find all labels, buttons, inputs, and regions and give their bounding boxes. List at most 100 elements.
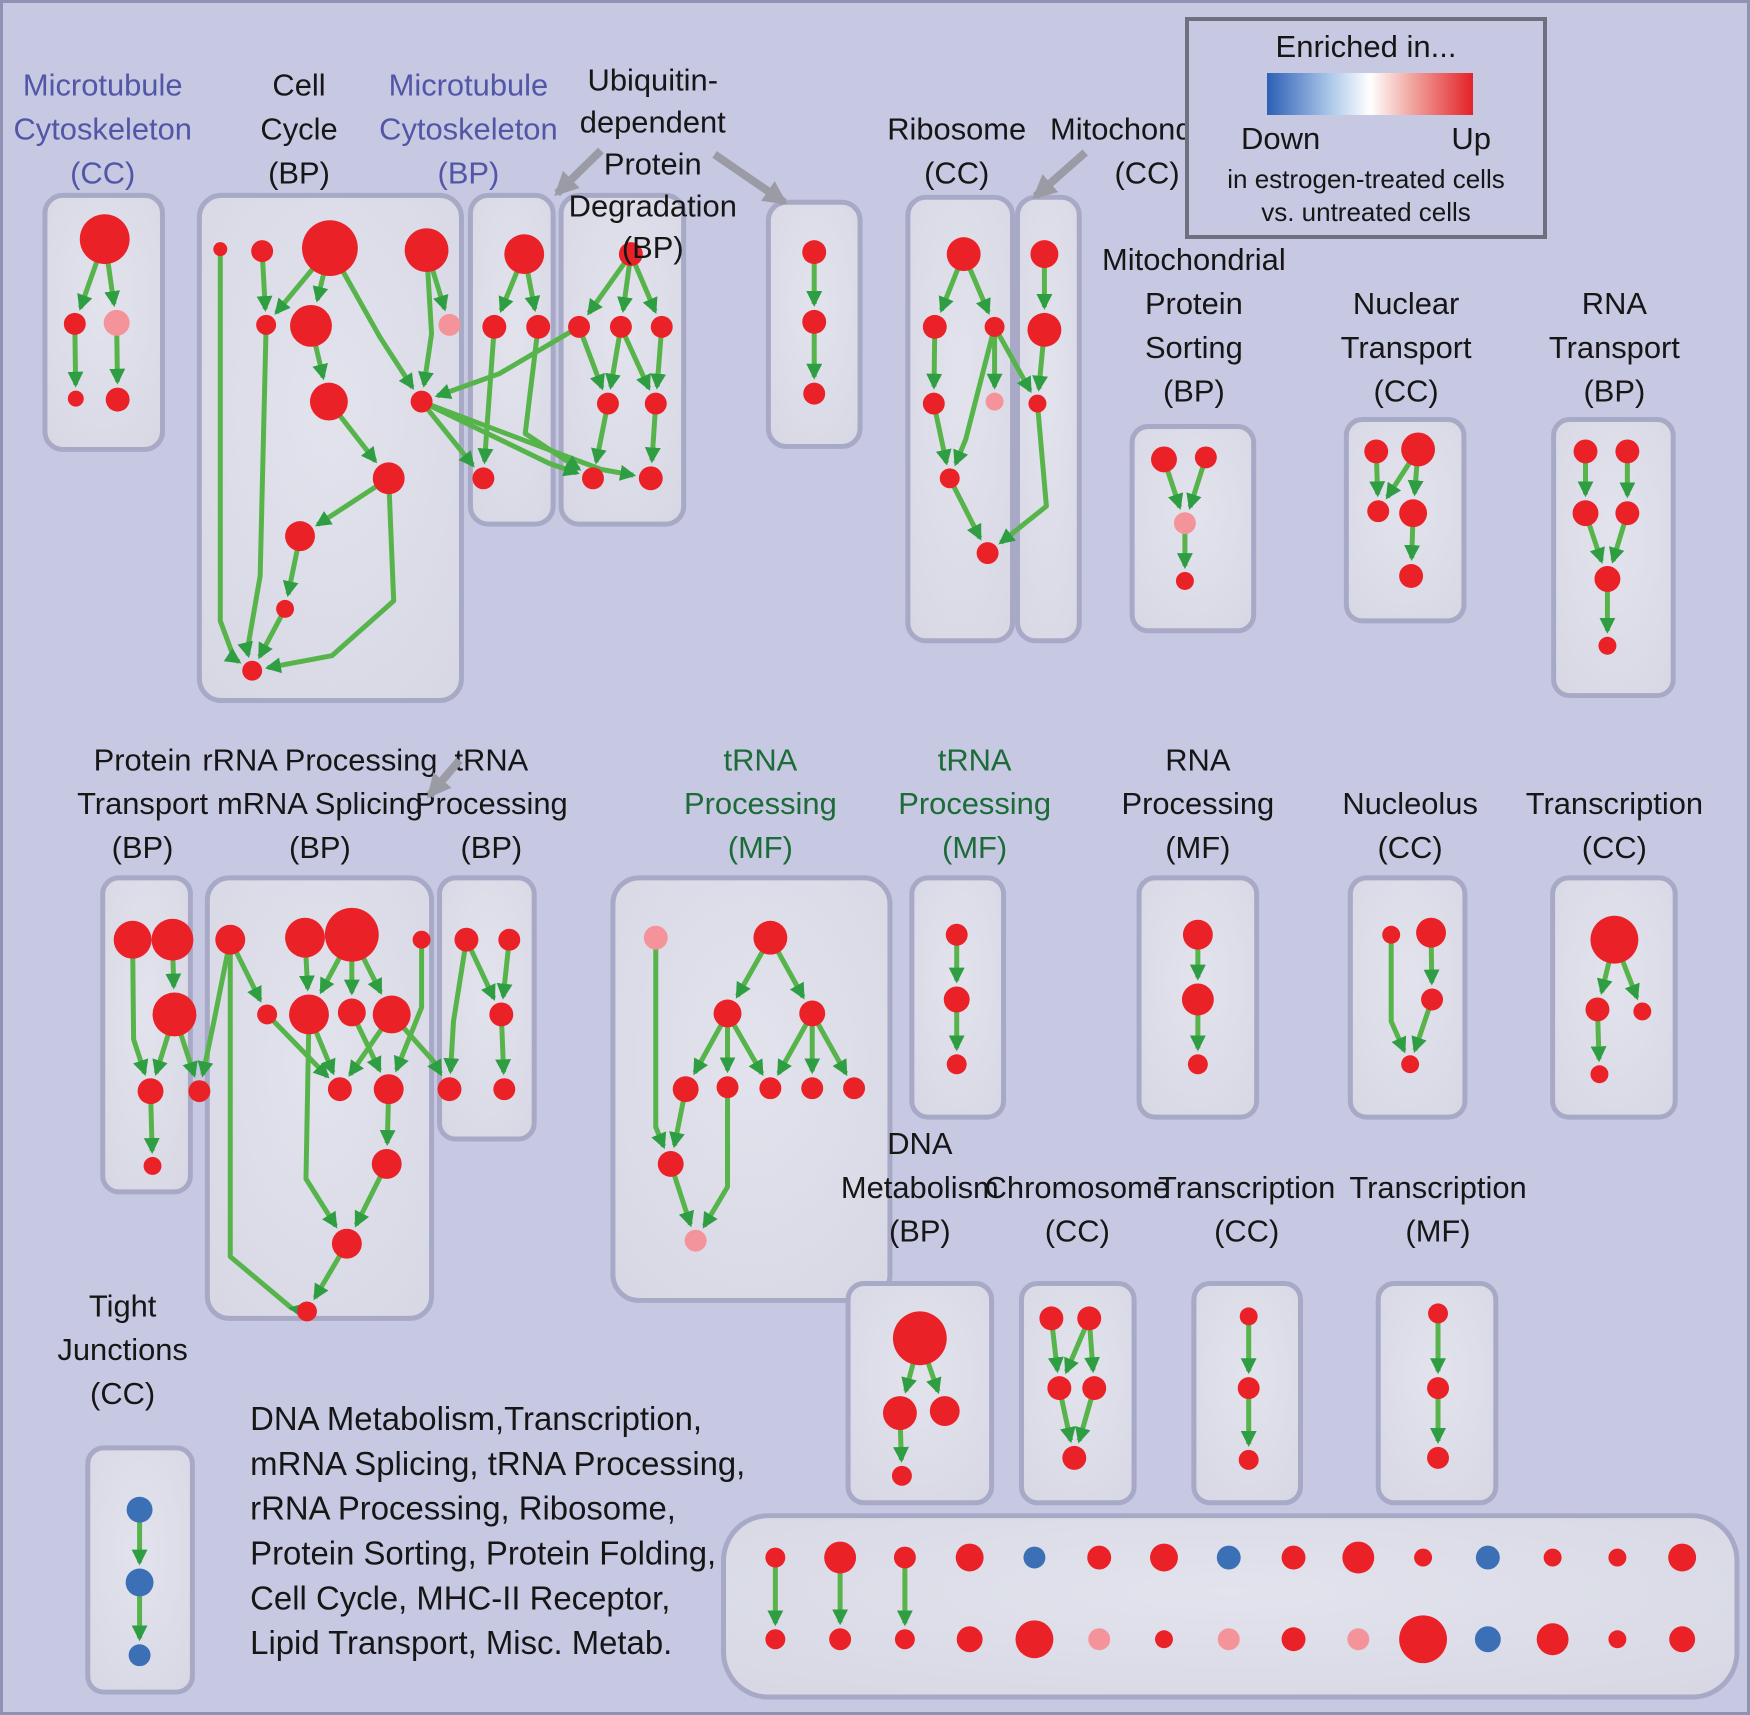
cluster-label-nucleolus: (CC) (1378, 830, 1443, 865)
cluster-label-transcription-cc-1: (CC) (1582, 830, 1647, 865)
edge-D3-D5 (605, 335, 622, 390)
cluster-label-rna-transport: Transport (1549, 330, 1680, 365)
go-term-node-X2 (824, 1541, 857, 1574)
go-term-node-I4 (1399, 499, 1428, 528)
go-term-node-M5 (493, 1078, 516, 1101)
cluster-label-tight-junctions: Junctions (57, 1332, 187, 1367)
edge-K3-K4 (152, 1032, 171, 1076)
go-term-node-Y8 (1217, 1628, 1240, 1651)
go-term-node-N0 (643, 925, 668, 950)
go-term-node-D8 (638, 466, 663, 491)
go-term-node-Y7 (1155, 1630, 1173, 1649)
edge-F2-F4 (926, 336, 943, 390)
edge-H2-H3 (1186, 465, 1206, 510)
cluster-label-mito-sort: Sorting (1145, 330, 1243, 365)
edge-N4-N9 (669, 1099, 686, 1149)
edge-D6-D8 (644, 412, 661, 464)
go-term-node-L10 (373, 1074, 404, 1105)
go-term-node-M2 (498, 928, 521, 951)
edge-L6-L12 (303, 1032, 338, 1229)
cluster-label-chromosome: Chromosome (985, 1170, 1170, 1205)
go-term-node-Q4 (1401, 1055, 1420, 1074)
go-term-node-B3 (302, 220, 358, 277)
edge-M2-M3 (496, 948, 513, 1000)
go-term-node-G2 (1027, 312, 1062, 347)
go-term-node-G1 (1030, 240, 1059, 269)
cluster-label-cell-cycle: Cell (272, 68, 325, 103)
edge-B4-B7 (430, 268, 449, 312)
edge-G2-G3 (1032, 344, 1048, 392)
go-term-node-X10 (1342, 1541, 1375, 1574)
network-diagram: Microtubule Cytoskeleton (CC) Cell Cycle (BP)… (13, 63, 1740, 1700)
go-term-node-D6 (644, 392, 667, 415)
go-term-node-L6 (289, 994, 329, 1035)
cluster-label-protein-transport: (BP) (112, 830, 174, 865)
edge-K4-K5 (143, 1102, 160, 1154)
edge-F6-F7 (951, 484, 983, 541)
go-term-node-S4 (891, 1465, 912, 1486)
go-term-node-A4 (67, 390, 84, 407)
go-term-node-V3 (1427, 1446, 1449, 1469)
go-term-node-I3 (1367, 500, 1390, 523)
go-term-node-W3 (128, 1644, 151, 1667)
cluster-label-ubiquitin: Degradation (569, 188, 737, 223)
go-term-node-N7 (801, 1077, 824, 1100)
cluster-label-ribosome: (CC) (924, 155, 989, 190)
cluster-label-ubiquitin: (BP) (622, 230, 684, 265)
cluster-label-mt-cc: (CC) (70, 155, 135, 190)
cluster-box-nucleolus (1347, 875, 1468, 1120)
go-term-node-K2 (151, 918, 194, 961)
edge-S2-S4 (893, 1427, 909, 1463)
cluster-label-transcription-mf: (MF) (1405, 1214, 1470, 1249)
go-term-node-Y12 (1474, 1626, 1501, 1653)
go-term-node-U2 (1237, 1377, 1260, 1400)
edge-L5-L9 (270, 1018, 330, 1079)
go-term-node-Y9 (1281, 1627, 1306, 1652)
edge-L6-L9 (313, 1030, 336, 1076)
edge-B11-B12 (282, 548, 300, 598)
go-term-node-X14 (1608, 1548, 1627, 1567)
annotation-text-line: Lipid Transport, Misc. Metab. (250, 1624, 672, 1661)
go-term-node-D5 (596, 392, 619, 415)
go-term-node-N4 (672, 1076, 699, 1103)
go-term-node-E1 (802, 240, 827, 265)
annotation-text-line: mRNA Splicing, tRNA Processing, (250, 1445, 745, 1482)
cluster-label-mt-bp: Microtubule (389, 68, 549, 103)
edge-B1-B13 (217, 254, 242, 664)
go-term-node-P2 (1181, 983, 1214, 1016)
go-term-node-Q3 (1421, 988, 1444, 1011)
cluster-box-strip (721, 1513, 1740, 1700)
go-term-node-L4 (412, 930, 431, 949)
edge-D1-D3 (617, 263, 633, 314)
edge-F1-F3 (967, 266, 991, 315)
edge-N9-N10 (671, 1173, 694, 1228)
go-term-node-I2 (1401, 432, 1436, 467)
go-term-node-T4 (1082, 1376, 1107, 1401)
go-term-node-J2 (1615, 439, 1640, 464)
cluster-label-mitochondrion: (CC) (1114, 155, 1179, 190)
edge-T1-T3 (1047, 1327, 1064, 1374)
go-term-node-K6 (188, 1080, 211, 1103)
annotation-text-line: DNA Metabolism,Transcription, (250, 1400, 702, 1437)
go-term-node-F5 (985, 392, 1004, 411)
go-term-node-Y11 (1399, 1615, 1447, 1664)
edge-K2-K3 (165, 958, 182, 990)
go-term-node-R3 (1633, 1002, 1652, 1021)
edge-A1-A3 (104, 261, 121, 308)
go-term-node-X3 (893, 1546, 916, 1569)
cluster-label-transcription-cc-2: Transcription (1158, 1170, 1335, 1205)
cluster-label-protein-transport: Protein (94, 742, 192, 777)
edge-H1-H3 (1165, 469, 1184, 510)
edge-Q3-Q4 (1411, 1007, 1432, 1053)
edge-K1-K4 (130, 956, 149, 1077)
edge-L3-L8 (360, 955, 383, 995)
cluster-label-rna-transport: RNA (1582, 286, 1648, 321)
edge-R1-R3 (1620, 959, 1640, 1001)
go-term-node-L9 (327, 1077, 352, 1102)
go-term-node-N5 (716, 1076, 739, 1099)
go-term-node-K5 (143, 1156, 162, 1175)
legend-down-label: Down (1241, 121, 1321, 156)
go-term-node-B9 (410, 390, 433, 413)
edge-I1-I3 (1369, 461, 1386, 498)
cluster-label-tight-junctions: (CC) (90, 1376, 155, 1411)
